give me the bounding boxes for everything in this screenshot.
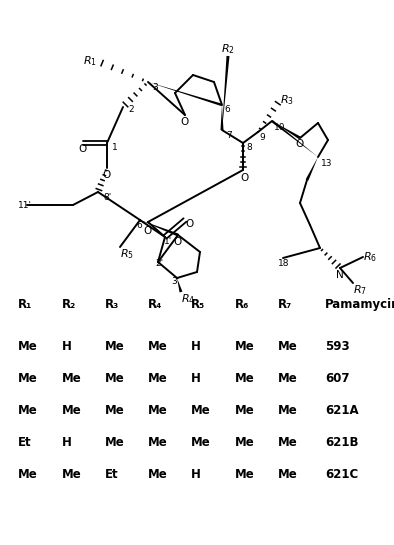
Text: Me: Me bbox=[191, 404, 211, 417]
Text: Me: Me bbox=[235, 372, 255, 385]
Text: $R_1$: $R_1$ bbox=[83, 54, 97, 68]
Text: Et: Et bbox=[105, 468, 119, 481]
Text: O: O bbox=[181, 117, 189, 127]
Text: R₄: R₄ bbox=[148, 298, 162, 311]
Text: 18: 18 bbox=[278, 258, 290, 268]
Polygon shape bbox=[148, 82, 222, 106]
Text: Me: Me bbox=[148, 436, 168, 449]
Text: H: H bbox=[191, 468, 201, 481]
Polygon shape bbox=[271, 120, 318, 157]
Text: R₇: R₇ bbox=[278, 298, 292, 311]
Text: R₂: R₂ bbox=[62, 298, 76, 311]
Text: 11': 11' bbox=[18, 201, 32, 209]
Text: 621B: 621B bbox=[325, 436, 359, 449]
Text: Me: Me bbox=[105, 340, 125, 353]
Text: 13: 13 bbox=[321, 159, 333, 167]
Polygon shape bbox=[272, 121, 301, 140]
Text: Me: Me bbox=[62, 404, 82, 417]
Text: 3: 3 bbox=[152, 82, 158, 92]
Text: R₆: R₆ bbox=[235, 298, 249, 311]
Text: O: O bbox=[241, 173, 249, 183]
Text: 2: 2 bbox=[128, 106, 134, 114]
Text: $R_7$: $R_7$ bbox=[353, 283, 367, 297]
Text: R₁: R₁ bbox=[18, 298, 32, 311]
Polygon shape bbox=[140, 220, 178, 237]
Polygon shape bbox=[306, 157, 318, 180]
Text: Me: Me bbox=[62, 468, 82, 481]
Text: Me: Me bbox=[235, 404, 255, 417]
Polygon shape bbox=[177, 278, 182, 293]
Text: 3': 3' bbox=[172, 277, 180, 287]
Text: O: O bbox=[174, 237, 182, 247]
Polygon shape bbox=[221, 105, 223, 130]
Text: H: H bbox=[191, 372, 201, 385]
Text: H: H bbox=[62, 340, 72, 353]
Text: $R_5$: $R_5$ bbox=[120, 247, 134, 261]
Polygon shape bbox=[222, 56, 229, 130]
Text: Me: Me bbox=[191, 436, 211, 449]
Text: 10: 10 bbox=[274, 123, 286, 131]
Text: N: N bbox=[336, 270, 344, 280]
Text: 8': 8' bbox=[103, 192, 111, 202]
Text: $R_4$: $R_4$ bbox=[181, 292, 195, 306]
Text: O: O bbox=[79, 144, 87, 154]
Text: O: O bbox=[103, 170, 111, 180]
Text: 607: 607 bbox=[325, 372, 349, 385]
Text: Me: Me bbox=[278, 340, 298, 353]
Text: H: H bbox=[191, 340, 201, 353]
Text: Me: Me bbox=[235, 468, 255, 481]
Text: Pamamycine: Pamamycine bbox=[325, 298, 394, 311]
Text: Me: Me bbox=[148, 468, 168, 481]
Text: Me: Me bbox=[148, 404, 168, 417]
Text: Me: Me bbox=[105, 404, 125, 417]
Text: $R_3$: $R_3$ bbox=[280, 93, 294, 107]
Text: 621C: 621C bbox=[325, 468, 358, 481]
Text: 6: 6 bbox=[224, 106, 230, 114]
Text: 9: 9 bbox=[259, 134, 265, 142]
Text: Et: Et bbox=[18, 436, 32, 449]
Text: Me: Me bbox=[18, 372, 38, 385]
Text: 6': 6' bbox=[137, 221, 145, 229]
Text: R₅: R₅ bbox=[191, 298, 205, 311]
Text: 1': 1' bbox=[164, 238, 172, 246]
Text: R₃: R₃ bbox=[105, 298, 119, 311]
Text: O: O bbox=[296, 139, 304, 149]
Text: 8: 8 bbox=[246, 143, 252, 153]
Text: Me: Me bbox=[62, 372, 82, 385]
Text: Me: Me bbox=[18, 340, 38, 353]
Text: O: O bbox=[186, 219, 194, 229]
Text: Me: Me bbox=[278, 436, 298, 449]
Text: H: H bbox=[62, 436, 72, 449]
Text: Me: Me bbox=[105, 372, 125, 385]
Text: Me: Me bbox=[235, 340, 255, 353]
Text: Me: Me bbox=[278, 468, 298, 481]
Text: 2': 2' bbox=[155, 258, 163, 268]
Text: Me: Me bbox=[18, 468, 38, 481]
Text: Me: Me bbox=[105, 436, 125, 449]
Text: Me: Me bbox=[278, 372, 298, 385]
Text: O: O bbox=[144, 226, 152, 236]
Text: 7: 7 bbox=[226, 131, 232, 141]
Text: 621A: 621A bbox=[325, 404, 359, 417]
Text: $R_6$: $R_6$ bbox=[363, 250, 377, 264]
Text: Me: Me bbox=[18, 404, 38, 417]
Text: Me: Me bbox=[278, 404, 298, 417]
Text: Me: Me bbox=[235, 436, 255, 449]
Text: 593: 593 bbox=[325, 340, 349, 353]
Text: 1: 1 bbox=[112, 143, 118, 153]
Text: $R_2$: $R_2$ bbox=[221, 42, 235, 56]
Text: Me: Me bbox=[148, 340, 168, 353]
Text: Me: Me bbox=[148, 372, 168, 385]
